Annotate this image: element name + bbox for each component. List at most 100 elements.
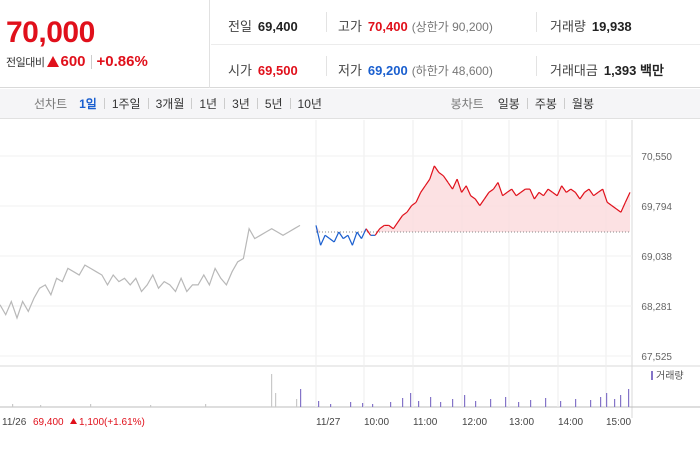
volume-bar — [606, 393, 608, 407]
prev-day-price-line — [0, 224, 301, 320]
today-price-segment — [320, 235, 326, 246]
stat-value: 69,400 — [257, 19, 298, 34]
volume-bar — [440, 402, 442, 407]
stat-trade-value: 거래대금 1,393 백만 — [550, 60, 664, 79]
today-price-segment — [420, 185, 426, 193]
tab-divider — [563, 98, 565, 109]
today-price-segment — [429, 165, 435, 180]
volume-bar — [402, 398, 404, 407]
volume-bar — [560, 401, 562, 407]
stat-label: 전일 — [228, 19, 252, 34]
candle-chart-tab-group: 일봉 주봉 월봉 — [498, 95, 594, 112]
divider — [326, 56, 327, 76]
tab-line-3[interactable]: 3개월 — [155, 97, 185, 111]
today-price-segment — [597, 188, 604, 193]
today-price-segment — [602, 188, 608, 203]
tab-line-4[interactable]: 1년 — [199, 97, 218, 111]
volume-bar — [620, 395, 622, 407]
today-price-segment — [365, 228, 372, 236]
today-price-segment — [411, 201, 417, 207]
price-fill-area — [316, 165, 630, 232]
price-chart-svg: 70,550 69,794 69,038 68,281 67,525 11/27 10:0… — [0, 120, 700, 428]
today-price-segment — [324, 234, 331, 240]
tab-candle-2[interactable]: 주봉 — [534, 97, 557, 111]
volume-bar — [452, 399, 454, 407]
tab-divider — [289, 98, 291, 109]
volume-bar — [318, 401, 320, 407]
stat-label: 저가 — [338, 63, 362, 78]
volume-bar — [518, 402, 520, 407]
tab-divider — [224, 98, 226, 109]
volume-bar — [430, 397, 432, 407]
y-tick-label: 68,281 — [641, 302, 672, 313]
tab-line-5[interactable]: 3년 — [232, 97, 250, 111]
up-triangle-icon — [70, 418, 77, 424]
volume-bar — [150, 405, 152, 407]
stat-open: 시가 69,500 — [228, 60, 298, 79]
stat-label: 시가 — [228, 63, 252, 78]
today-price-segment — [333, 231, 340, 243]
volume-legend-swatch — [651, 371, 653, 380]
volume-bar — [475, 401, 477, 407]
today-price-segment — [474, 198, 481, 206]
x-tick-label: 14:00 — [558, 417, 583, 428]
upper-limit: (상한가 90,200) — [411, 20, 493, 34]
today-price-segment — [483, 192, 490, 200]
volume-bar — [12, 404, 14, 407]
prev-day-close: 69,400 — [33, 417, 64, 428]
divider — [536, 56, 537, 76]
current-price: 70,000 — [6, 16, 95, 49]
change-label: 전일대비 — [6, 56, 45, 69]
today-price-segment — [392, 221, 399, 230]
x-axis: 11/27 10:00 11:00 12:00 13:00 14:00 15:00 — [316, 417, 631, 428]
today-price-segment — [615, 208, 622, 213]
x-tick-label: 11/27 — [316, 417, 341, 428]
stat-prev-close: 전일 69,400 — [228, 16, 298, 35]
today-price-segment — [552, 191, 558, 197]
tab-line-6[interactable]: 5년 — [264, 97, 283, 111]
quote-header: 70,000 전일대비 600 +0.86% 전일 69,400 고가 70,400… — [0, 0, 700, 88]
volume-bar — [575, 399, 577, 407]
tab-divider — [103, 98, 105, 109]
price-lines — [0, 165, 631, 320]
today-price-segment — [506, 188, 513, 193]
today-price-segment — [561, 185, 567, 193]
tab-candle-3[interactable]: 월봉 — [571, 97, 594, 111]
stat-value: 69,500 — [257, 63, 298, 78]
change-value: 600 — [60, 53, 86, 70]
tab-line-1[interactable]: 1일 — [79, 97, 97, 111]
today-price-segment — [606, 201, 613, 207]
volume-bar — [300, 389, 302, 407]
chart-tabs: 선차트 1일 1주일 3개월 1년 3년 5년 10년 봉차트 일봉 주봉 월봉 — [0, 89, 700, 119]
today-price-segment — [456, 178, 463, 193]
volume-bar — [418, 401, 420, 407]
today-price-segment — [461, 185, 467, 193]
tab-divider — [191, 98, 193, 109]
today-price-segment — [479, 198, 485, 206]
tab-line-7[interactable]: 10년 — [297, 97, 322, 111]
tab-candle-1[interactable]: 일봉 — [497, 97, 520, 111]
tab-line-2[interactable]: 1주일 — [111, 97, 141, 111]
volume-bar — [545, 398, 547, 407]
today-price-segment — [543, 188, 549, 197]
volume-bar — [490, 399, 492, 407]
volume-bar — [464, 395, 466, 407]
today-price-segment — [397, 215, 403, 223]
today-price-segment — [402, 211, 408, 216]
today-price-segment — [588, 188, 595, 197]
prev-day-date: 11/26 — [2, 417, 27, 428]
stat-low: 저가 69,200 (하한가 48,600) — [338, 60, 493, 79]
today-price-segment — [329, 238, 335, 243]
chart-grid — [0, 120, 700, 418]
price-box: 70,000 전일대비 600 +0.86% — [0, 0, 210, 88]
today-price-segment — [465, 185, 472, 196]
stat-value: 19,938 — [591, 19, 632, 34]
volume-bar — [90, 404, 92, 407]
volume-bar — [275, 393, 277, 407]
today-price-segment — [315, 225, 322, 246]
today-price-segment — [415, 192, 422, 203]
line-chart-tab-group: 1일 1주일 3개월 1년 3년 5년 10년 — [79, 95, 322, 112]
stat-value: 70,400 — [367, 19, 408, 34]
today-price-segment — [356, 231, 362, 239]
today-price-segment — [488, 188, 494, 193]
